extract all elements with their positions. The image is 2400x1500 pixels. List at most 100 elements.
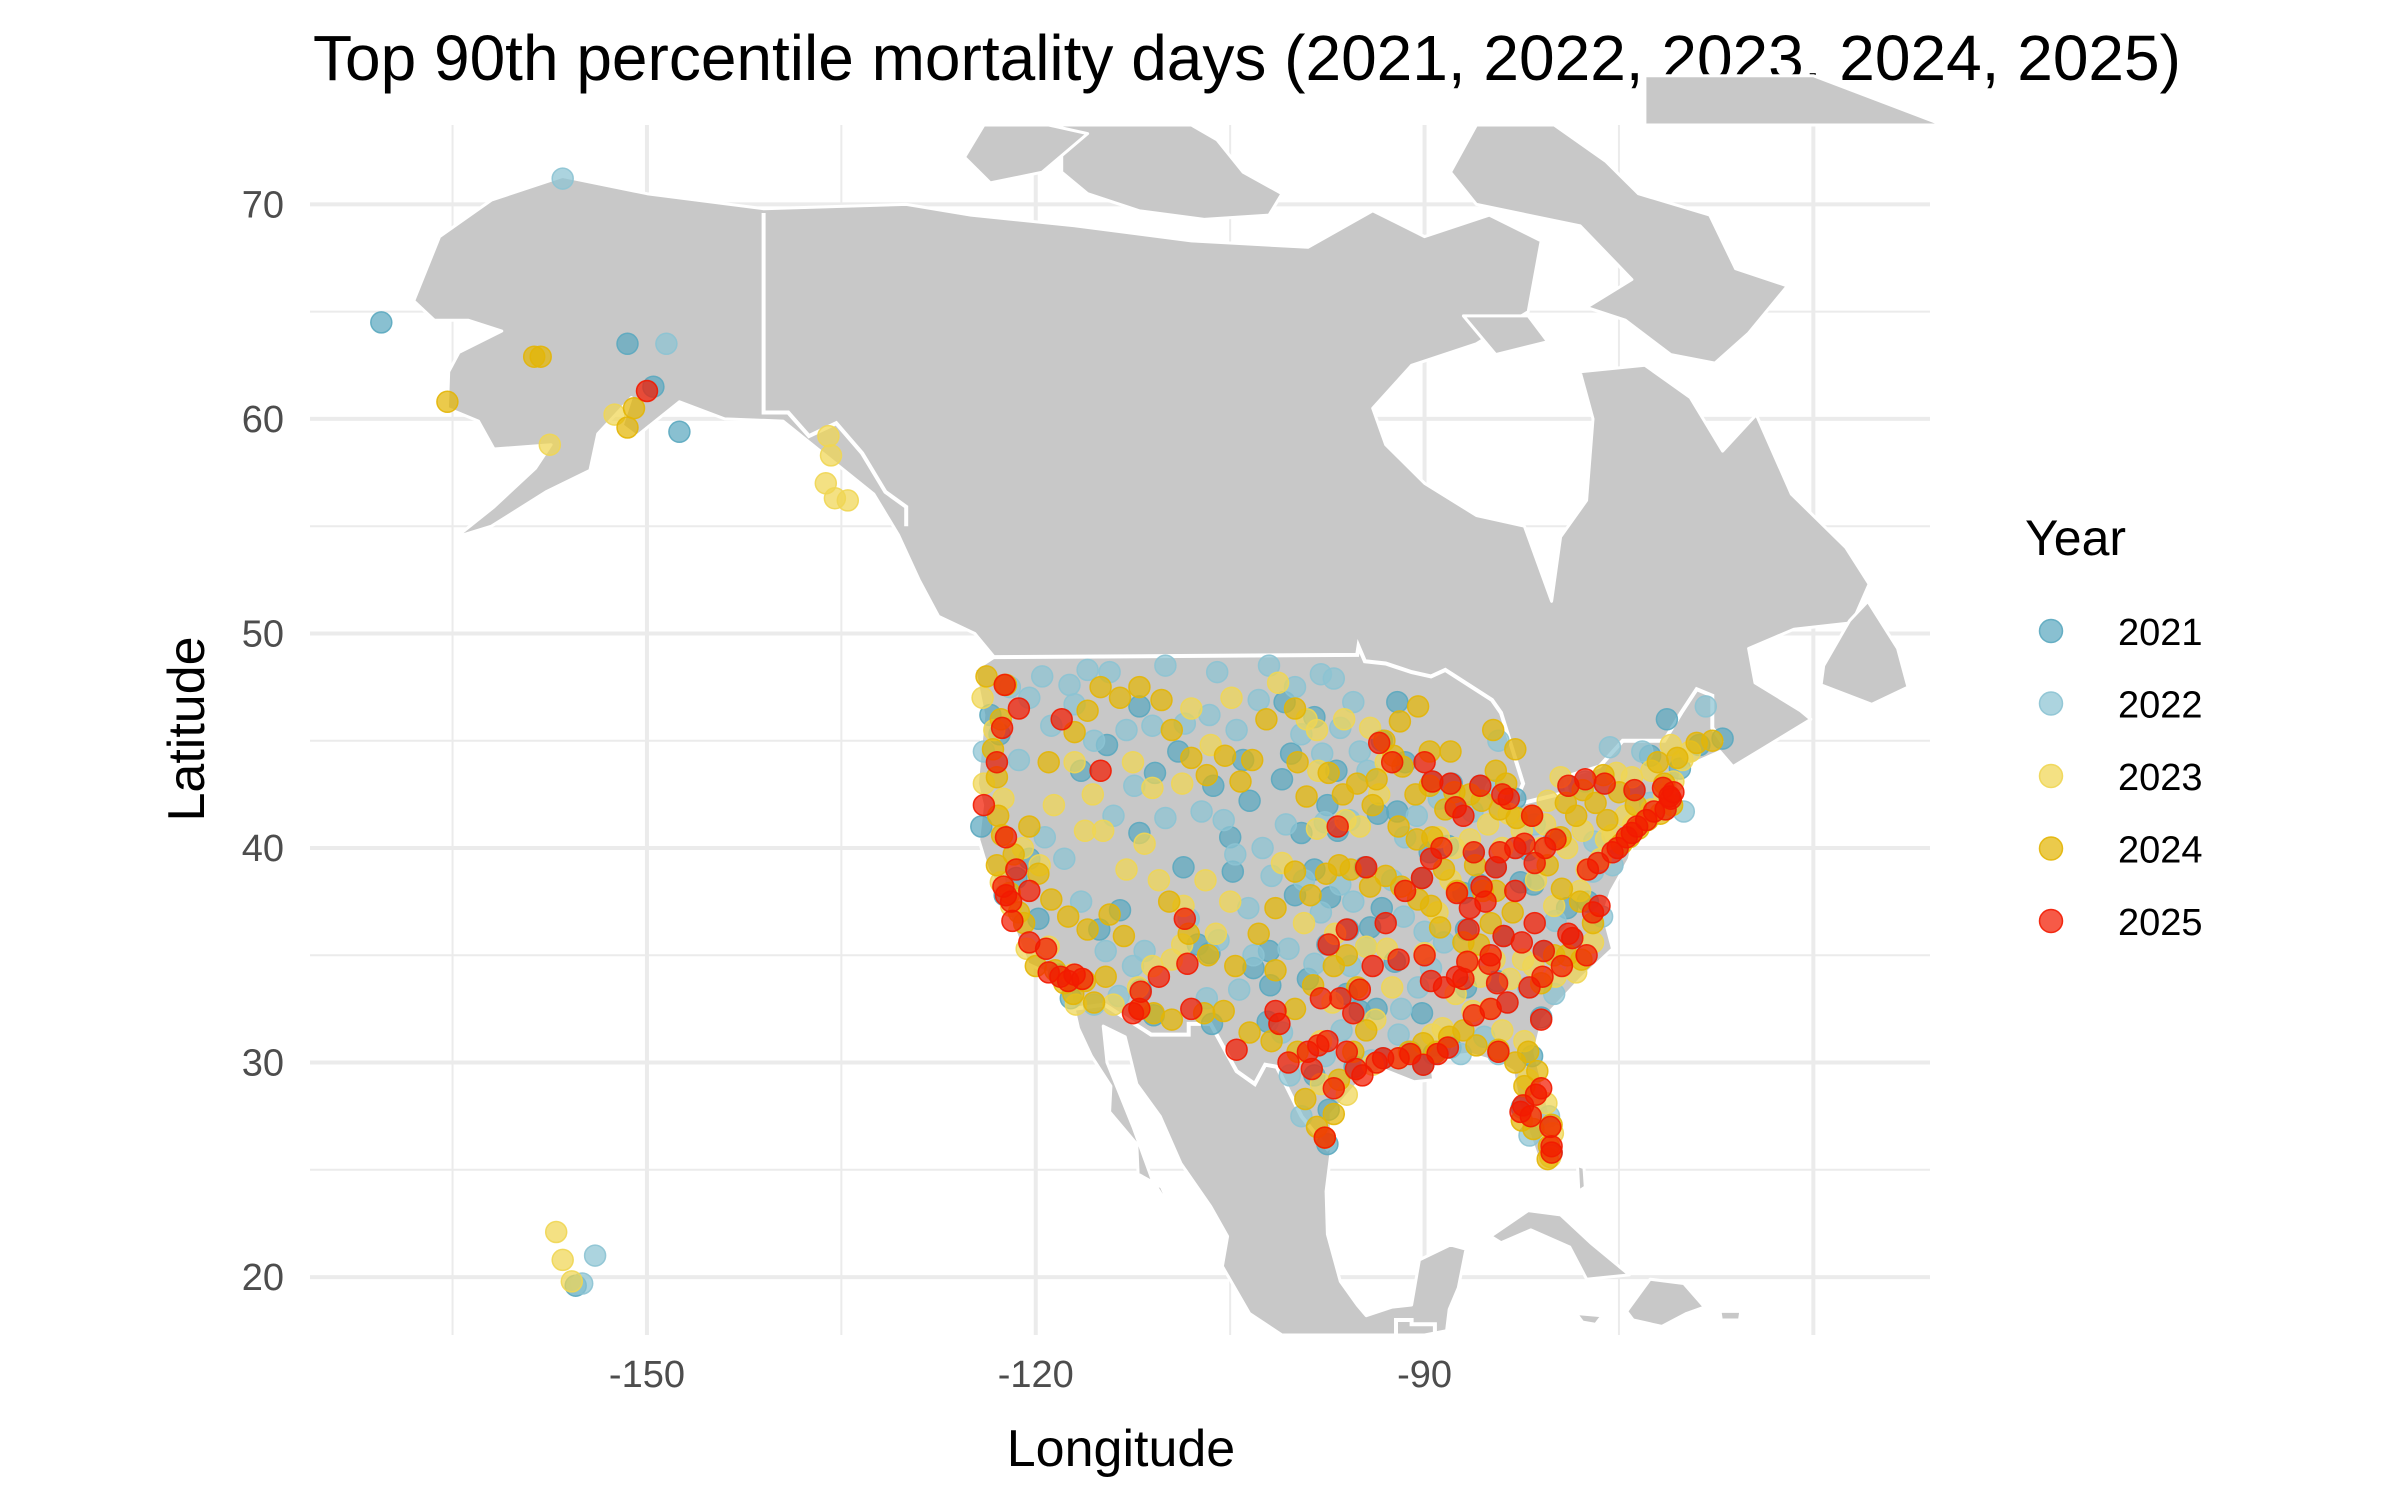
point-2023: [1292, 911, 1316, 935]
point-2025: [992, 875, 1015, 898]
point-2023: [1115, 858, 1138, 881]
point-2025: [1497, 787, 1521, 810]
point-2024: [1501, 901, 1524, 924]
greenland: [1643, 74, 1945, 127]
x-axis-title: Longitude: [1007, 1420, 1235, 1478]
point-2024: [1229, 770, 1252, 793]
y-tick-label: 50: [242, 613, 284, 655]
point-2022: [1007, 748, 1031, 772]
point-2022: [1247, 688, 1270, 712]
point-2025: [1018, 879, 1041, 903]
point-2025: [1326, 815, 1349, 838]
point-2024: [1128, 675, 1151, 699]
point-2021: [1270, 768, 1294, 791]
point-2025: [1371, 1046, 1395, 1070]
point-2023: [819, 444, 843, 467]
point-2022: [583, 1244, 607, 1267]
y-tick-label: 30: [242, 1043, 284, 1085]
point-2025: [1413, 944, 1436, 967]
point-2023: [1305, 817, 1329, 840]
legend-key-2022: [2038, 691, 2064, 716]
point-2025: [1457, 918, 1480, 941]
point-2025: [972, 793, 996, 817]
baffin-island: [1449, 123, 1789, 365]
point-2024: [1596, 808, 1619, 832]
point-2025: [1173, 907, 1197, 931]
x-tick-label: -120: [998, 1354, 1074, 1396]
point-2022: [1274, 813, 1298, 836]
legend-title: Year: [2025, 510, 2126, 566]
point-2024: [1701, 729, 1724, 752]
point-2023: [1063, 750, 1086, 774]
point-2022: [1348, 740, 1372, 763]
point-2022: [1342, 690, 1365, 714]
point-2023: [1476, 813, 1500, 836]
point-2025: [1496, 991, 1519, 1014]
point-2025: [1300, 1057, 1324, 1081]
point-2024: [1406, 695, 1430, 718]
point-2025: [1623, 778, 1646, 802]
point-2021: [1172, 856, 1195, 879]
point-2023: [1102, 993, 1125, 1016]
newfoundland: [1819, 599, 1910, 706]
point-2021: [1128, 695, 1151, 718]
point-2024: [1195, 763, 1219, 787]
point-2025: [1410, 866, 1434, 890]
point-2022: [1154, 654, 1177, 677]
point-2021: [668, 420, 691, 444]
x-tick-label: -150: [609, 1354, 685, 1396]
point-2022: [1389, 997, 1413, 1021]
point-2022: [1225, 718, 1248, 742]
point-2022: [1212, 808, 1235, 832]
banks-island: [963, 123, 1090, 185]
point-2022: [1190, 800, 1213, 823]
point-2022: [1121, 954, 1145, 978]
point-2024: [1213, 744, 1237, 767]
point-2025: [1445, 965, 1469, 988]
point-2025: [1484, 856, 1508, 879]
point-2024: [1283, 997, 1307, 1021]
victoria-island: [1060, 123, 1284, 221]
point-2022: [1053, 847, 1076, 870]
point-2025: [1529, 1008, 1553, 1031]
point-2025: [1342, 1001, 1365, 1025]
point-2025: [1005, 858, 1028, 881]
point-2024: [1212, 999, 1235, 1023]
point-2021: [1410, 1001, 1434, 1025]
point-2025: [1458, 896, 1482, 920]
legend-key-2021: [2038, 618, 2064, 644]
point-2023: [1121, 750, 1145, 774]
point-2024: [1112, 924, 1136, 948]
point-2023: [971, 686, 994, 710]
point-2025: [1504, 879, 1527, 903]
point-2021: [1238, 789, 1261, 813]
point-2025: [1001, 909, 1024, 933]
point-2025: [1588, 894, 1611, 918]
point-2025: [1034, 937, 1058, 961]
point-2025: [1129, 980, 1152, 1003]
point-2024: [1238, 1021, 1261, 1044]
point-2022: [1303, 952, 1326, 976]
point-2022: [1309, 901, 1333, 924]
point-2025: [1445, 881, 1469, 905]
point-2025: [1176, 952, 1199, 976]
point-2022: [1058, 673, 1081, 697]
point-2024: [1374, 864, 1397, 888]
jamaica: [1574, 1312, 1604, 1326]
point-2025: [1387, 948, 1410, 971]
axis-ticks: -150 -120 -90 20 30 40 50 60 70: [242, 184, 1452, 1396]
point-2025: [1348, 978, 1372, 1001]
point-2024: [1180, 746, 1203, 770]
point-2023: [1180, 697, 1203, 720]
point-2022: [1076, 658, 1099, 682]
point-2025: [1413, 750, 1436, 774]
point-2025: [1444, 795, 1467, 819]
point-2024: [1361, 793, 1384, 817]
point-2025: [1071, 967, 1094, 991]
point-2023: [823, 487, 847, 510]
point-2024: [1294, 1087, 1317, 1111]
point-2024: [1157, 890, 1181, 913]
point-2024: [1094, 965, 1117, 988]
point-2025: [1523, 851, 1546, 875]
